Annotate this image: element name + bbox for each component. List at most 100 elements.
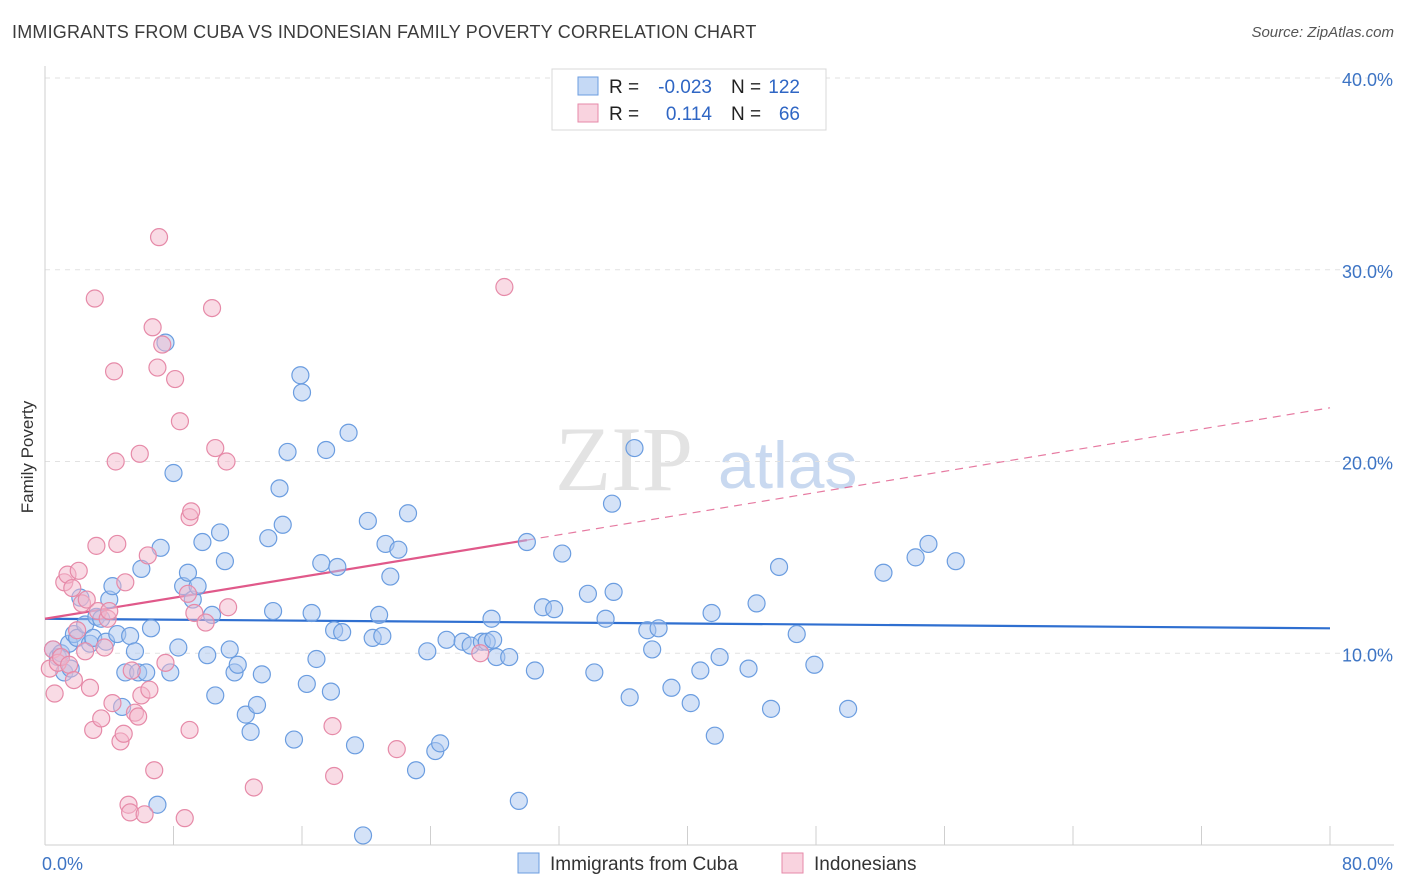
data-point (92, 709, 111, 728)
source-note: Source: ZipAtlas.com (1251, 24, 1394, 41)
data-point (398, 504, 418, 523)
gridlines (45, 77, 1394, 654)
data-point (263, 601, 283, 621)
data-point (321, 682, 341, 701)
watermark-zip: ZIP (555, 408, 693, 510)
data-point (739, 659, 758, 678)
trend-lines (44, 407, 1331, 630)
data-point (148, 795, 167, 814)
data-point (278, 442, 297, 462)
data-point (76, 642, 95, 661)
data-point (769, 557, 789, 577)
data-point (130, 444, 149, 463)
stats-r-value: -0.023 (658, 77, 712, 98)
data-point (919, 534, 938, 554)
data-point (228, 655, 247, 674)
data-point (215, 552, 234, 571)
data-point (140, 680, 159, 699)
data-point (270, 479, 289, 498)
data-point (125, 642, 145, 661)
data-point (116, 573, 135, 592)
legend-label-cuba: Immigrants from Cuba (550, 854, 738, 875)
data-point (525, 661, 545, 680)
data-point (353, 826, 373, 845)
data-point (178, 584, 198, 603)
data-point (121, 626, 140, 646)
data-point (180, 720, 199, 740)
data-point (381, 567, 400, 586)
data-point (387, 740, 406, 759)
data-point (312, 554, 331, 573)
data-point (662, 678, 681, 697)
data-points (40, 228, 965, 845)
data-point (431, 734, 450, 753)
data-point (604, 582, 623, 601)
data-point (681, 694, 700, 713)
data-point (220, 640, 239, 659)
data-point (175, 809, 194, 828)
data-point (649, 619, 668, 638)
data-point (202, 299, 222, 318)
data-point (156, 653, 175, 672)
data-point (370, 605, 389, 625)
data-point (247, 695, 267, 715)
data-point (63, 578, 82, 598)
data-point (839, 699, 858, 718)
data-point (108, 534, 127, 554)
data-point (259, 529, 278, 548)
data-point (297, 674, 316, 694)
data-point (244, 778, 263, 797)
data-point (178, 563, 198, 582)
data-point (143, 318, 162, 337)
data-point (643, 640, 662, 659)
data-point (68, 621, 87, 640)
data-point (85, 289, 104, 308)
trend-line-cuba (44, 617, 1331, 630)
data-point (323, 717, 342, 736)
axes (44, 66, 1394, 846)
data-point (596, 609, 615, 628)
x-tick-label: 0.0% (42, 854, 83, 874)
data-point (316, 440, 336, 460)
data-point (273, 515, 292, 534)
y-tick-label: 30.0% (1342, 262, 1393, 282)
data-point (339, 423, 358, 442)
data-point (210, 523, 230, 542)
data-point (77, 590, 96, 609)
data-point (578, 584, 598, 603)
data-point (170, 412, 190, 431)
data-point (291, 366, 310, 385)
y-tick-label: 20.0% (1342, 454, 1393, 474)
data-point (787, 624, 806, 644)
series-indonesians (40, 228, 514, 828)
data-point (193, 532, 212, 552)
data-point (148, 358, 167, 377)
data-point (129, 707, 148, 726)
x-tick-label: 80.0% (1342, 854, 1393, 874)
data-point (153, 335, 172, 354)
data-point (602, 494, 622, 513)
data-point (69, 561, 88, 580)
data-point (358, 511, 377, 531)
data-point (705, 726, 724, 745)
data-point (761, 699, 781, 718)
data-point (106, 452, 125, 471)
stats-r-label: R = (609, 77, 639, 98)
legend-swatch-indonesians (781, 852, 804, 874)
data-point (625, 438, 644, 458)
data-point (406, 761, 426, 780)
data-point (45, 684, 64, 703)
data-point (169, 638, 188, 657)
data-point (100, 601, 119, 621)
data-point (302, 603, 321, 623)
watermark-atlas: atlas (718, 428, 857, 502)
data-point (206, 686, 225, 705)
data-point (345, 736, 365, 755)
chart-title: IMMIGRANTS FROM CUBA VS INDONESIAN FAMIL… (12, 22, 757, 42)
trend-line-dashed (526, 407, 1331, 541)
data-point (418, 642, 437, 661)
data-point (620, 688, 639, 707)
data-point (553, 544, 572, 563)
data-point (946, 552, 965, 571)
